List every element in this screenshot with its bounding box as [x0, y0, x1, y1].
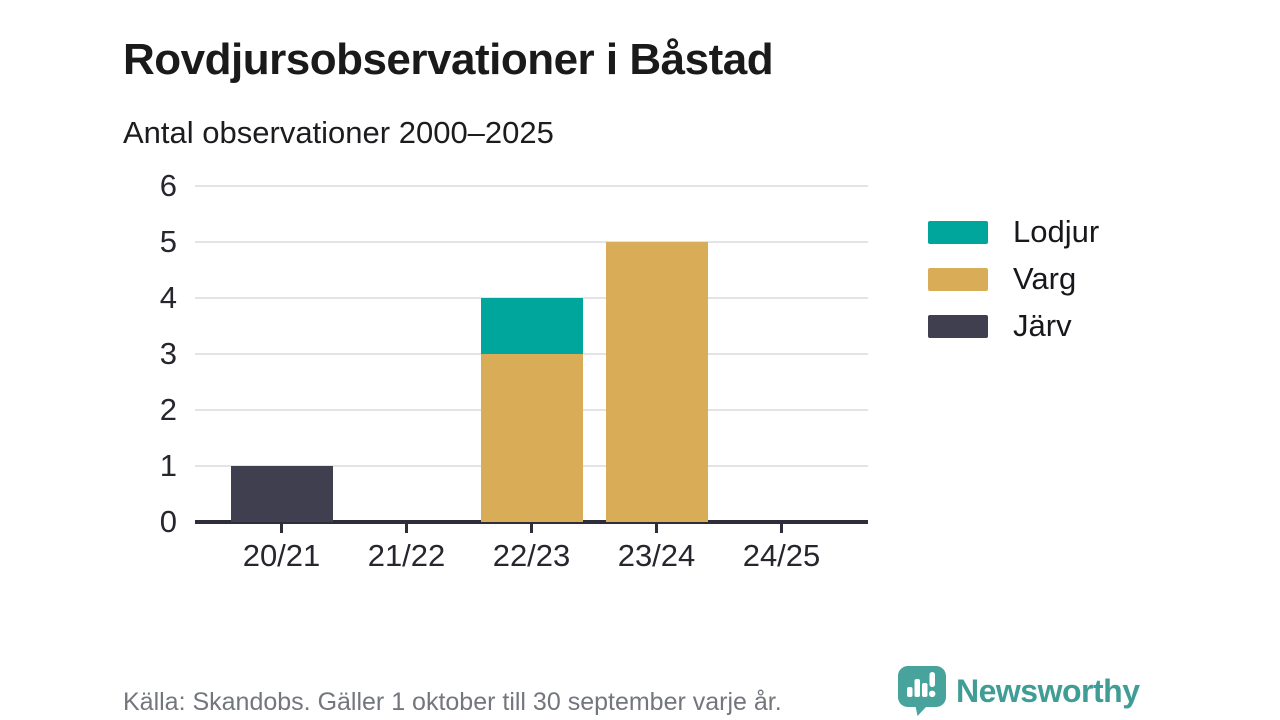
x-axis-tick	[280, 524, 283, 533]
y-axis-tick-label: 2	[159, 392, 177, 427]
x-axis-line	[195, 520, 868, 524]
legend: Lodjur Varg Järv	[928, 214, 1099, 355]
x-axis-tick-label: 20/21	[242, 538, 321, 573]
newsworthy-logo: Newsworthy	[898, 666, 1140, 716]
gridline	[195, 241, 868, 243]
source-note: Källa: Skandobs. Gäller 1 oktober till 3…	[123, 688, 782, 716]
y-axis-tick-label: 4	[159, 280, 177, 315]
x-axis-tick-label: 23/24	[617, 538, 696, 573]
legend-swatch	[928, 267, 988, 291]
legend-item: Varg	[928, 261, 1099, 297]
bar-segment-varg	[480, 354, 583, 522]
legend-item: Lodjur	[928, 214, 1099, 250]
legend-label: Järv	[1013, 308, 1072, 343]
gridline	[195, 185, 868, 187]
plot-area: 0 1 2 3 4 5 6 20/21 21/22 22/23 23/24 24/25	[160, 168, 868, 573]
legend-swatch	[928, 314, 988, 338]
legend-item: Järv	[928, 308, 1099, 344]
legend-label: Lodjur	[1013, 214, 1100, 249]
y-axis-tick-label: 1	[159, 448, 177, 483]
y-axis-tick-label: 3	[159, 336, 177, 371]
y-axis-tick-label: 6	[159, 168, 177, 203]
y-axis-tick-label: 5	[159, 224, 177, 259]
legend-swatch	[928, 220, 988, 244]
bar-segment-lodjur	[480, 298, 583, 354]
newsworthy-speech-bubble-icon	[898, 666, 946, 716]
x-axis-tick	[405, 524, 408, 533]
bar-segment-järv	[230, 466, 333, 522]
x-axis-tick	[655, 524, 658, 533]
chart-title: Rovdjursobservationer i Båstad	[123, 35, 774, 85]
legend-label: Varg	[1013, 261, 1077, 296]
y-axis-tick-label: 0	[159, 504, 177, 539]
x-axis-tick	[780, 524, 783, 533]
bar-segment-varg	[605, 242, 708, 522]
chart-subtitle: Antal observationer 2000–2025	[123, 115, 554, 150]
newsworthy-wordmark: Newsworthy	[956, 672, 1140, 709]
x-axis-tick	[530, 524, 533, 533]
x-axis-tick-label: 21/22	[367, 538, 446, 573]
x-axis-tick-label: 22/23	[492, 538, 571, 573]
x-axis-tick-label: 24/25	[742, 538, 821, 573]
